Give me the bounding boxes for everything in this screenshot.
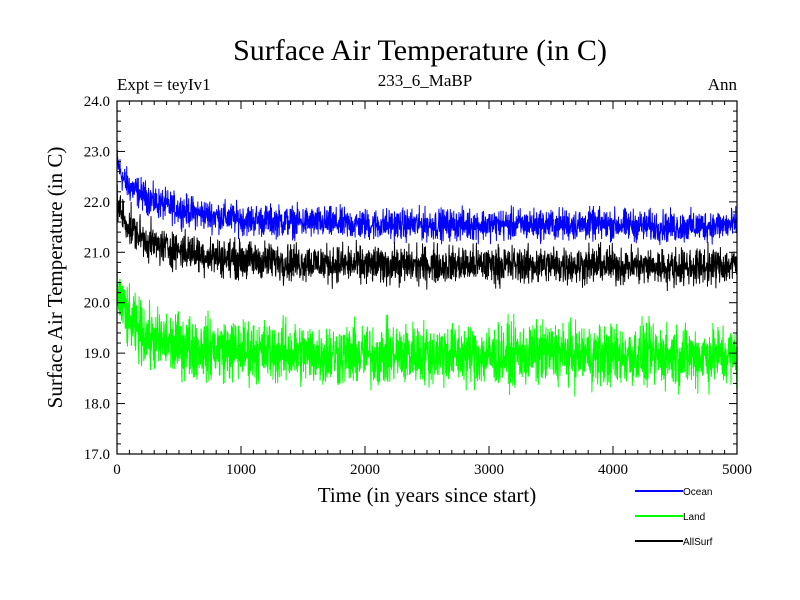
x-tick-label: 5000 xyxy=(722,462,752,478)
y-tick-label: 22.0 xyxy=(84,195,110,211)
y-tick-label: 21.0 xyxy=(84,245,110,261)
x-tick-label: 1000 xyxy=(226,462,256,478)
legend-label-ocean: Ocean xyxy=(683,487,712,498)
period-label: Ann xyxy=(708,75,738,94)
x-tick-label: 0 xyxy=(113,462,121,478)
experiment-label: Expt = teyIv1 xyxy=(117,75,211,94)
subtitle-label: 233_6_MaBP xyxy=(378,71,472,90)
x-tick-label: 4000 xyxy=(598,462,628,478)
y-tick-label: 24.0 xyxy=(84,94,110,110)
y-tick-label: 23.0 xyxy=(84,144,110,160)
y-tick-label: 18.0 xyxy=(84,397,110,413)
legend-label-allsurf: AllSurf xyxy=(683,537,713,548)
y-tick-label: 20.0 xyxy=(84,296,110,312)
y-axis-label: Surface Air Temperature (in C) xyxy=(43,147,67,409)
x-tick-label: 2000 xyxy=(350,462,380,478)
series-line-allsurf xyxy=(117,183,737,292)
series-line-land xyxy=(117,263,737,397)
ticks-group: 0 1000 2000 3000 4000 5000 17.0 18.0 19.0 20.0 21.… xyxy=(84,94,752,478)
x-tick-label: 3000 xyxy=(474,462,504,478)
series-line-ocean xyxy=(117,148,737,246)
y-tick-label: 19.0 xyxy=(84,346,110,362)
chart-title: Surface Air Temperature (in C) xyxy=(233,34,607,67)
y-tick-label: 17.0 xyxy=(84,447,110,463)
legend-label-land: Land xyxy=(683,512,705,523)
x-axis-label: Time (in years since start) xyxy=(318,483,537,507)
series-group xyxy=(117,148,737,397)
legend: Ocean Land AllSurf xyxy=(635,487,713,548)
